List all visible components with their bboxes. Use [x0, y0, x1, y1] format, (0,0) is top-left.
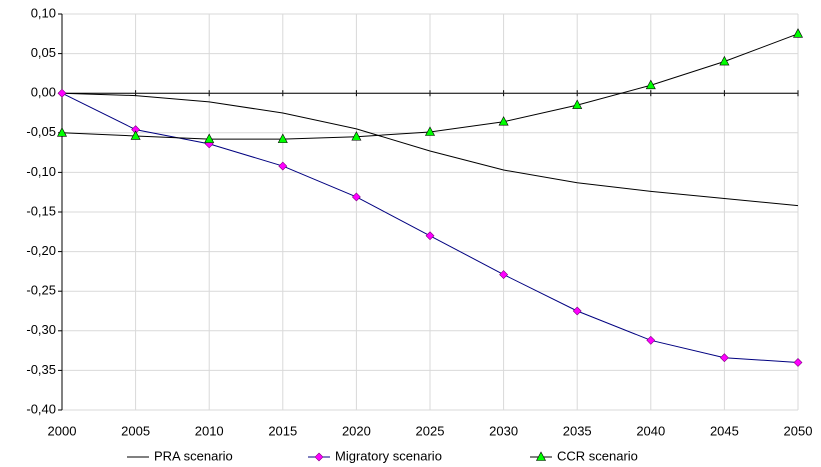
y-tick-label: -0,20 [26, 243, 56, 258]
data-point [499, 270, 509, 279]
x-tick-label: 2005 [121, 423, 150, 438]
x-tick-label: 2025 [416, 423, 445, 438]
y-tick-label: 0,05 [31, 45, 56, 60]
x-tick-label: 2020 [342, 423, 371, 438]
y-tick-label: -0,30 [26, 322, 56, 337]
data-point [57, 127, 67, 137]
data-point [572, 306, 582, 316]
legend-marker [536, 451, 546, 461]
data-point [719, 55, 730, 66]
data-point [793, 358, 803, 367]
data-point [351, 131, 362, 141]
y-tick-label: 0,10 [31, 5, 56, 20]
y-tick-label: -0,35 [26, 362, 56, 377]
y-tick-label: 0,00 [31, 85, 56, 100]
x-tick-label: 2030 [489, 423, 518, 438]
data-point [793, 28, 803, 38]
x-tick-label: 2010 [195, 423, 224, 438]
y-tick-label: -0,05 [26, 124, 56, 139]
data-point [425, 126, 435, 136]
y-tick-label: -0,15 [26, 203, 56, 218]
data-point [277, 133, 288, 143]
data-point [645, 79, 656, 90]
data-point [498, 116, 509, 126]
y-tick-label: -0,10 [26, 164, 56, 179]
data-point [278, 161, 288, 171]
data-point [719, 353, 729, 363]
data-point [425, 231, 435, 241]
legend-marker [314, 452, 324, 462]
y-tick-label: -0,25 [26, 283, 56, 298]
legend-label: CCR scenario [557, 448, 638, 463]
data-point [572, 99, 583, 109]
data-point [351, 192, 361, 202]
x-tick-label: 2040 [636, 423, 665, 438]
x-tick-label: 2035 [563, 423, 592, 438]
x-tick-label: 2045 [710, 423, 739, 438]
legend-label: Migratory scenario [335, 448, 442, 463]
series-line [61, 92, 799, 207]
x-tick-label: 2050 [784, 423, 813, 438]
x-tick-label: 2000 [48, 423, 77, 438]
data-point [204, 133, 215, 143]
legend-label: PRA scenario [154, 448, 233, 463]
data-point [646, 335, 656, 345]
data-point [130, 130, 141, 140]
y-tick-label: -0,40 [26, 401, 56, 416]
data-point [57, 88, 67, 98]
x-tick-label: 2015 [268, 423, 297, 438]
